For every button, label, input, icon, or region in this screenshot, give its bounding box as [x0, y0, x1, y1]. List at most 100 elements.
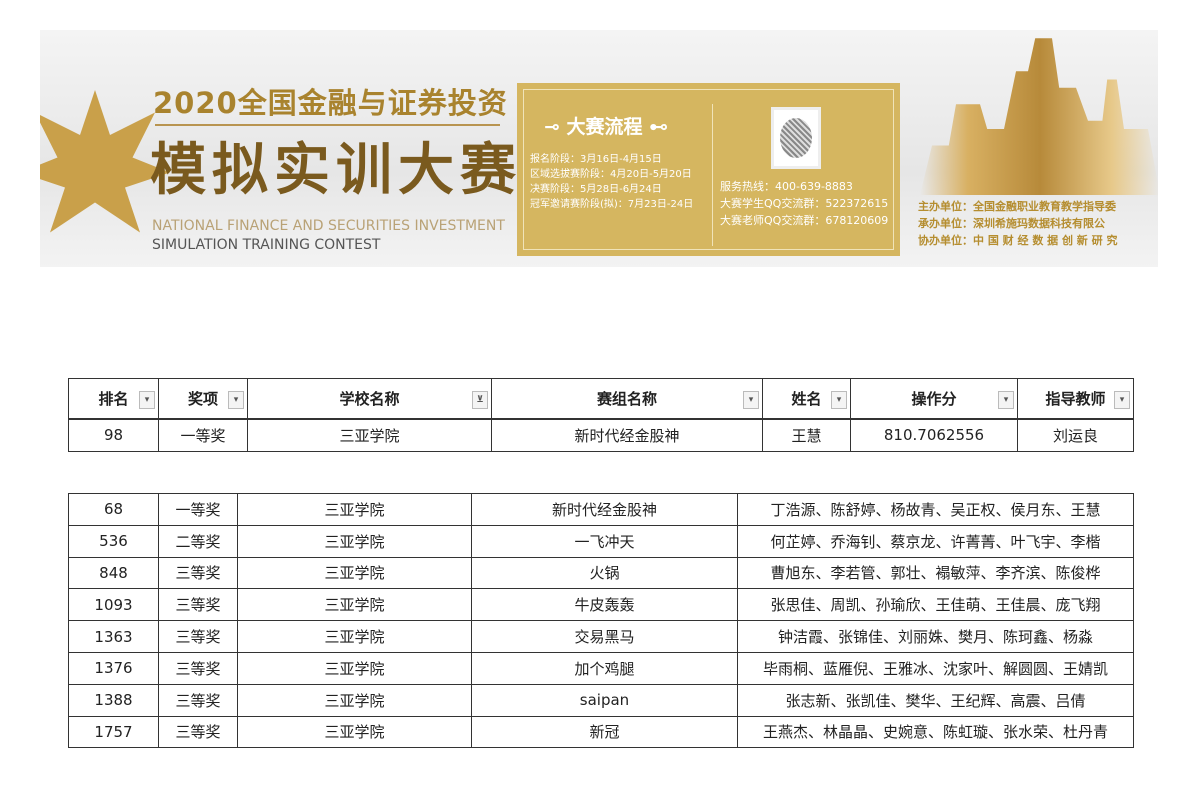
cell-score: 810.7062556 [850, 418, 1018, 452]
contact-item: 大赛学生QQ交流群：522372615 [720, 197, 889, 210]
cell-rank: 848 [68, 556, 159, 590]
filter-dropdown-icon[interactable]: ▾ [998, 391, 1014, 409]
stage-item: 冠军邀请赛阶段(拟)：7月23日-24日 [530, 199, 694, 210]
cell-award: 三等奖 [158, 651, 238, 685]
flow-title: ⊸ 大赛流程 ⊷ [544, 116, 669, 138]
column-header-school: 学校名称 ⊻ [247, 378, 492, 420]
qr-code-icon [771, 107, 821, 169]
stage-item: 决赛阶段：5月28日-6月24日 [530, 184, 662, 195]
cell-award: 三等奖 [158, 588, 238, 622]
cell-school: 三亚学院 [237, 493, 472, 526]
organizer-list: 主办单位：全国金融职业教育教学指导委 承办单位：深圳希施玛数据科技有限公 协办单… [918, 198, 1117, 249]
contact-item: 服务热线：400-639-8883 [720, 180, 853, 193]
filter-dropdown-icon[interactable]: ▾ [743, 391, 759, 409]
cell-name: 王慧 [762, 418, 851, 452]
cell-team: saipan [471, 683, 738, 717]
organizer-item: 承办单位：深圳希施玛数据科技有限公 [918, 217, 1105, 230]
filter-dropdown-icon[interactable]: ▾ [1114, 391, 1130, 409]
cell-school: 三亚学院 [237, 620, 472, 653]
cell-school: 三亚学院 [237, 651, 472, 685]
table-row: 68 一等奖 三亚学院 新时代经金股神 丁浩源、陈舒婷、杨故青、吴正权、侯月东、王慧 [68, 493, 1134, 526]
organizer-item: 主办单位：全国金融职业教育教学指导委 [918, 200, 1116, 213]
cell-team: 新时代经金股神 [491, 418, 763, 452]
team-result-table: 68 一等奖 三亚学院 新时代经金股神 丁浩源、陈舒婷、杨故青、吴正权、侯月东、王慧 53… [68, 493, 1134, 749]
cell-team: 火锅 [471, 556, 738, 590]
table-row: 536 二等奖 三亚学院 一飞冲天 何芷婷、乔海钊、蔡京龙、许菁菁、叶飞宇、李楷 [68, 524, 1134, 558]
cell-members: 丁浩源、陈舒婷、杨故青、吴正权、侯月东、王慧 [737, 493, 1134, 526]
cell-team: 一飞冲天 [471, 524, 738, 558]
cell-rank: 1363 [68, 620, 159, 653]
filter-dropdown-icon[interactable]: ▾ [228, 391, 244, 409]
table-row: 848 三等奖 三亚学院 火锅 曹旭东、李若管、郭壮、褟敏萍、李齐滨、陈俊桦 [68, 556, 1134, 590]
cell-team: 新冠 [471, 715, 738, 749]
header-row: 排名 ▾ 奖项 ▾ 学校名称 ⊻ 赛组名称 ▾ 姓名 ▾ 操作分 ▾ 指导教师 ▾ [68, 378, 1134, 420]
cell-award: 一等奖 [158, 493, 238, 526]
cell-school: 三亚学院 [237, 683, 472, 717]
cell-school: 三亚学院 [237, 588, 472, 622]
cell-rank: 1388 [68, 683, 159, 717]
cell-school: 三亚学院 [247, 418, 492, 452]
column-header-score: 操作分 ▾ [850, 378, 1018, 420]
cell-rank: 536 [68, 524, 159, 558]
cell-award: 一等奖 [158, 418, 248, 452]
cell-team: 加个鸡腿 [471, 651, 738, 685]
cell-members: 曹旭东、李若管、郭壮、褟敏萍、李齐滨、陈俊桦 [737, 556, 1134, 590]
cell-team: 牛皮轰轰 [471, 588, 738, 622]
cell-members: 钟洁霞、张锦佳、刘丽姝、樊月、陈珂鑫、杨淼 [737, 620, 1134, 653]
column-header-rank: 排名 ▾ [68, 378, 159, 420]
contact-item: 大赛老师QQ交流群：678120609 [720, 214, 889, 227]
cell-school: 三亚学院 [237, 556, 472, 590]
cell-school: 三亚学院 [237, 524, 472, 558]
cell-award: 三等奖 [158, 683, 238, 717]
divider [155, 124, 500, 126]
cell-rank: 1757 [68, 715, 159, 749]
cell-rank: 68 [68, 493, 159, 526]
banner-english-line1: NATIONAL FINANCE AND SECURITIES INVESTME… [152, 218, 505, 234]
column-header-award: 奖项 ▾ [158, 378, 248, 420]
table-row: 1363 三等奖 三亚学院 交易黑马 钟洁霞、张锦佳、刘丽姝、樊月、陈珂鑫、杨淼 [68, 620, 1134, 653]
header-label: 姓名 [791, 389, 822, 408]
banner-english-line2: SIMULATION TRAINING CONTEST [152, 237, 381, 253]
cell-team: 交易黑马 [471, 620, 738, 653]
header-label: 赛组名称 [596, 389, 657, 408]
table-row: 1388 三等奖 三亚学院 saipan 张志新、张凯佳、樊华、王纪辉、高震、吕倩 [68, 683, 1134, 717]
cell-members: 张思佳、周凯、孙瑜欣、王佳萌、王佳晨、庞飞翔 [737, 588, 1134, 622]
contest-banner: 2020全国金融与证券投资 模拟实训大赛 NATIONAL FINANCE AN… [40, 30, 1158, 267]
cell-members: 何芷婷、乔海钊、蔡京龙、许菁菁、叶飞宇、李楷 [737, 524, 1134, 558]
organizer-item: 协办单位：中 国 财 经 数 据 创 新 研 究 [918, 234, 1118, 247]
cell-rank: 1093 [68, 588, 159, 622]
cell-award: 三等奖 [158, 620, 238, 653]
cell-award: 三等奖 [158, 556, 238, 590]
cell-school: 三亚学院 [237, 715, 472, 749]
contact-list: 服务热线：400-639-8883 大赛学生QQ交流群：522372615 大赛… [720, 178, 888, 229]
banner-title-line1: 2020全国金融与证券投资 [153, 86, 508, 120]
cell-members: 王燕杰、林晶晶、史婉意、陈虹璇、张水荣、杜丹青 [737, 715, 1134, 749]
table-row: 1376 三等奖 三亚学院 加个鸡腿 毕雨桐、蓝雁倪、王雅冰、沈家叶、解圆圆、王婧凯 [68, 651, 1134, 685]
filter-active-icon[interactable]: ⊻ [472, 391, 488, 409]
cell-award: 二等奖 [158, 524, 238, 558]
table-row: 1757 三等奖 三亚学院 新冠 王燕杰、林晶晶、史婉意、陈虹璇、张水荣、杜丹青 [68, 715, 1134, 749]
header-label: 指导教师 [1045, 389, 1106, 408]
table-row: 1093 三等奖 三亚学院 牛皮轰轰 张思佳、周凯、孙瑜欣、王佳萌、王佳晨、庞飞翔 [68, 588, 1134, 622]
cell-teacher: 刘运良 [1017, 418, 1134, 452]
cell-members: 张志新、张凯佳、樊华、王纪辉、高震、吕倩 [737, 683, 1134, 717]
filter-dropdown-icon[interactable]: ▾ [831, 391, 847, 409]
cell-team: 新时代经金股神 [471, 493, 738, 526]
divider [712, 104, 713, 246]
column-header-name: 姓名 ▾ [762, 378, 851, 420]
city-skyline-image [920, 38, 1158, 195]
stage-item: 报名阶段：3月16日-4月15日 [530, 154, 662, 165]
cell-award: 三等奖 [158, 715, 238, 749]
column-header-teacher: 指导教师 ▾ [1017, 378, 1134, 420]
column-header-team: 赛组名称 ▾ [491, 378, 763, 420]
flow-title-text: 大赛流程 [566, 116, 643, 138]
header-label: 学校名称 [339, 389, 400, 408]
cell-rank: 98 [68, 418, 159, 452]
header-label: 操作分 [911, 389, 957, 408]
contest-info-box: ⊸ 大赛流程 ⊷ 报名阶段：3月16日-4月15日 区域选拔赛阶段：4月20日-… [517, 83, 900, 256]
stage-item: 区域选拔赛阶段：4月20日-5月20日 [530, 169, 692, 180]
filter-dropdown-icon[interactable]: ▾ [139, 391, 155, 409]
header-label: 奖项 [187, 389, 218, 408]
table-row: 98 一等奖 三亚学院 新时代经金股神 王慧 810.7062556 刘运良 [68, 418, 1134, 452]
header-label: 排名 [98, 389, 129, 408]
